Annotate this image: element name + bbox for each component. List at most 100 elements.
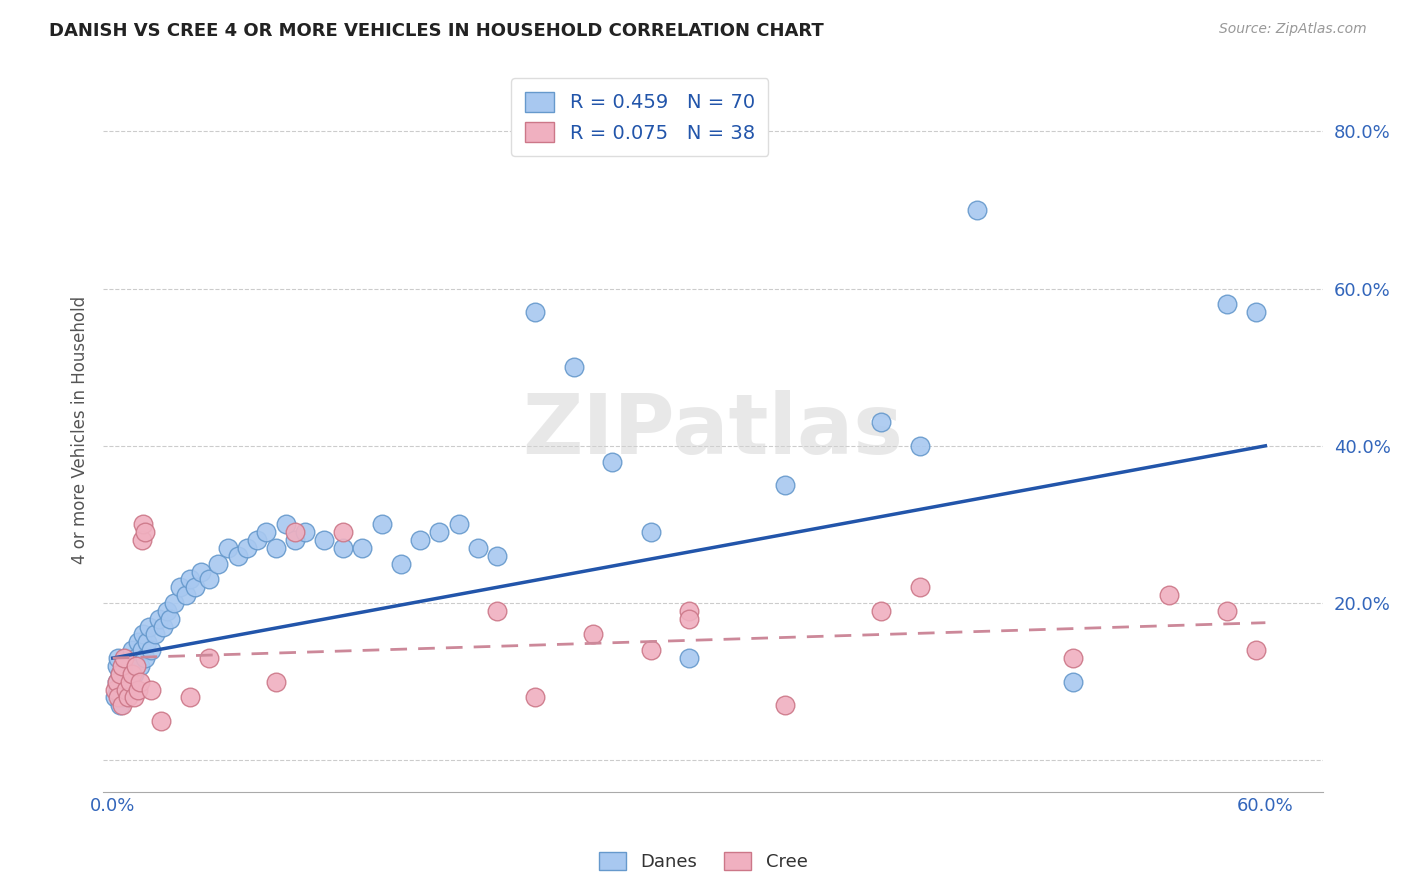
- Point: [678, 651, 700, 665]
- Point: [110, 666, 132, 681]
- Point: [132, 627, 155, 641]
- Point: [389, 557, 412, 571]
- Point: [125, 659, 148, 673]
- Point: [179, 690, 201, 705]
- Point: [284, 525, 307, 540]
- Point: [226, 549, 249, 563]
- Point: [112, 682, 135, 697]
- Point: [152, 619, 174, 633]
- Point: [264, 674, 287, 689]
- Point: [207, 557, 229, 571]
- Point: [312, 533, 335, 548]
- Point: [127, 635, 149, 649]
- Point: [640, 525, 662, 540]
- Point: [1244, 305, 1267, 319]
- Point: [118, 674, 141, 689]
- Point: [141, 682, 163, 697]
- Point: [118, 659, 141, 673]
- Point: [485, 604, 508, 618]
- Point: [105, 659, 128, 673]
- Point: [122, 690, 145, 705]
- Point: [115, 682, 138, 697]
- Point: [908, 439, 931, 453]
- Point: [128, 674, 150, 689]
- Point: [121, 643, 143, 657]
- Point: [582, 627, 605, 641]
- Point: [131, 533, 153, 548]
- Point: [524, 305, 547, 319]
- Point: [105, 674, 128, 689]
- Point: [122, 666, 145, 681]
- Point: [908, 580, 931, 594]
- Point: [1216, 297, 1239, 311]
- Point: [163, 596, 186, 610]
- Point: [246, 533, 269, 548]
- Point: [155, 604, 177, 618]
- Point: [136, 635, 159, 649]
- Point: [159, 612, 181, 626]
- Point: [870, 415, 893, 429]
- Point: [107, 651, 129, 665]
- Point: [127, 682, 149, 697]
- Point: [105, 674, 128, 689]
- Point: [117, 674, 139, 689]
- Point: [107, 682, 129, 697]
- Point: [141, 643, 163, 657]
- Y-axis label: 4 or more Vehicles in Household: 4 or more Vehicles in Household: [72, 296, 89, 564]
- Point: [1062, 651, 1084, 665]
- Point: [111, 674, 134, 689]
- Point: [117, 690, 139, 705]
- Point: [125, 651, 148, 665]
- Point: [179, 573, 201, 587]
- Point: [773, 698, 796, 713]
- Point: [264, 541, 287, 555]
- Point: [134, 525, 156, 540]
- Point: [1062, 674, 1084, 689]
- Legend: Danes, Cree: Danes, Cree: [592, 845, 814, 879]
- Point: [121, 682, 143, 697]
- Point: [600, 454, 623, 468]
- Point: [409, 533, 432, 548]
- Point: [1244, 643, 1267, 657]
- Text: ZIPatlas: ZIPatlas: [523, 390, 904, 471]
- Point: [132, 517, 155, 532]
- Text: DANISH VS CREE 4 OR MORE VEHICLES IN HOUSEHOLD CORRELATION CHART: DANISH VS CREE 4 OR MORE VEHICLES IN HOU…: [49, 22, 824, 40]
- Point: [138, 619, 160, 633]
- Point: [112, 651, 135, 665]
- Point: [134, 651, 156, 665]
- Point: [485, 549, 508, 563]
- Point: [121, 666, 143, 681]
- Point: [128, 659, 150, 673]
- Point: [467, 541, 489, 555]
- Point: [773, 478, 796, 492]
- Point: [678, 604, 700, 618]
- Point: [149, 714, 172, 728]
- Point: [111, 690, 134, 705]
- Point: [284, 533, 307, 548]
- Point: [104, 682, 127, 697]
- Point: [174, 588, 197, 602]
- Point: [678, 612, 700, 626]
- Point: [217, 541, 239, 555]
- Point: [370, 517, 392, 532]
- Point: [169, 580, 191, 594]
- Point: [236, 541, 259, 555]
- Point: [870, 604, 893, 618]
- Point: [562, 360, 585, 375]
- Point: [184, 580, 207, 594]
- Point: [332, 525, 354, 540]
- Point: [115, 666, 138, 681]
- Point: [1216, 604, 1239, 618]
- Point: [197, 651, 219, 665]
- Point: [427, 525, 450, 540]
- Point: [197, 573, 219, 587]
- Point: [524, 690, 547, 705]
- Point: [254, 525, 277, 540]
- Point: [640, 643, 662, 657]
- Point: [966, 202, 988, 217]
- Point: [111, 659, 134, 673]
- Point: [110, 666, 132, 681]
- Point: [107, 690, 129, 705]
- Text: Source: ZipAtlas.com: Source: ZipAtlas.com: [1219, 22, 1367, 37]
- Point: [332, 541, 354, 555]
